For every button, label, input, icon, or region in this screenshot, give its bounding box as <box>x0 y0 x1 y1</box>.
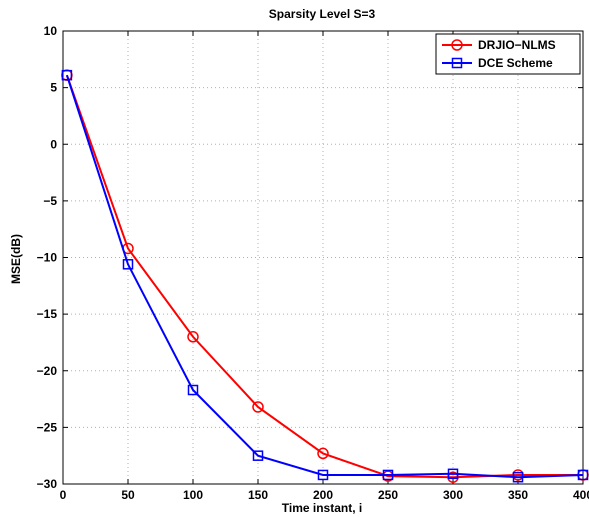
data-point <box>252 401 264 413</box>
series-line <box>65 74 584 479</box>
data-point <box>577 469 589 481</box>
data-point <box>382 469 394 481</box>
legend-label: DCE Scheme <box>478 56 553 70</box>
data-point <box>317 447 329 460</box>
x-tick-label: 50 <box>121 488 135 502</box>
data-point <box>122 259 134 270</box>
x-tick-label: 100 <box>183 488 203 502</box>
data-point <box>61 69 73 81</box>
y-tick-label: −15 <box>37 307 58 321</box>
y-tick-label: −30 <box>37 477 58 491</box>
data-point <box>512 471 524 483</box>
data-point <box>252 450 264 461</box>
series-layer <box>61 69 589 483</box>
y-axis-label: MSE(dB) <box>9 234 23 284</box>
y-tick-label: 5 <box>50 81 57 95</box>
y-tick-label: −20 <box>37 364 58 378</box>
legend: DRJIO−NLMS DCE Scheme <box>435 33 581 75</box>
legend-marker <box>451 39 463 51</box>
x-tick-label: 0 <box>60 488 67 502</box>
x-tick-label: 300 <box>443 488 463 502</box>
data-point <box>187 384 199 396</box>
legend-item: DCE Scheme <box>442 56 553 70</box>
legend-marker <box>451 57 463 69</box>
y-tick-label: −25 <box>37 420 58 434</box>
y-tick-label: −10 <box>37 251 58 265</box>
y-tick-label: 10 <box>44 24 58 38</box>
data-point <box>317 469 329 481</box>
x-tick-label: 250 <box>378 488 398 502</box>
legend-item: DRJIO−NLMS <box>442 38 556 52</box>
y-tick-label: 0 <box>50 137 57 151</box>
data-point <box>447 468 459 480</box>
grid <box>63 31 583 484</box>
legend-label: DRJIO−NLMS <box>478 38 556 52</box>
x-tick-label: 350 <box>508 488 528 502</box>
series-2 <box>61 69 589 483</box>
x-tick-label: 150 <box>248 488 268 502</box>
axes <box>62 30 584 485</box>
y-tick-label: −5 <box>43 194 57 208</box>
x-tick-label: 400 <box>573 488 589 502</box>
x-axis-label: Time instant, i <box>282 501 362 515</box>
data-point <box>187 331 199 343</box>
tick-labels: 0501001502002503003504001050−5−10−15−20−… <box>37 24 589 502</box>
x-tick-label: 200 <box>313 488 333 502</box>
chart-title: Sparsity Level S=3 <box>269 7 376 21</box>
